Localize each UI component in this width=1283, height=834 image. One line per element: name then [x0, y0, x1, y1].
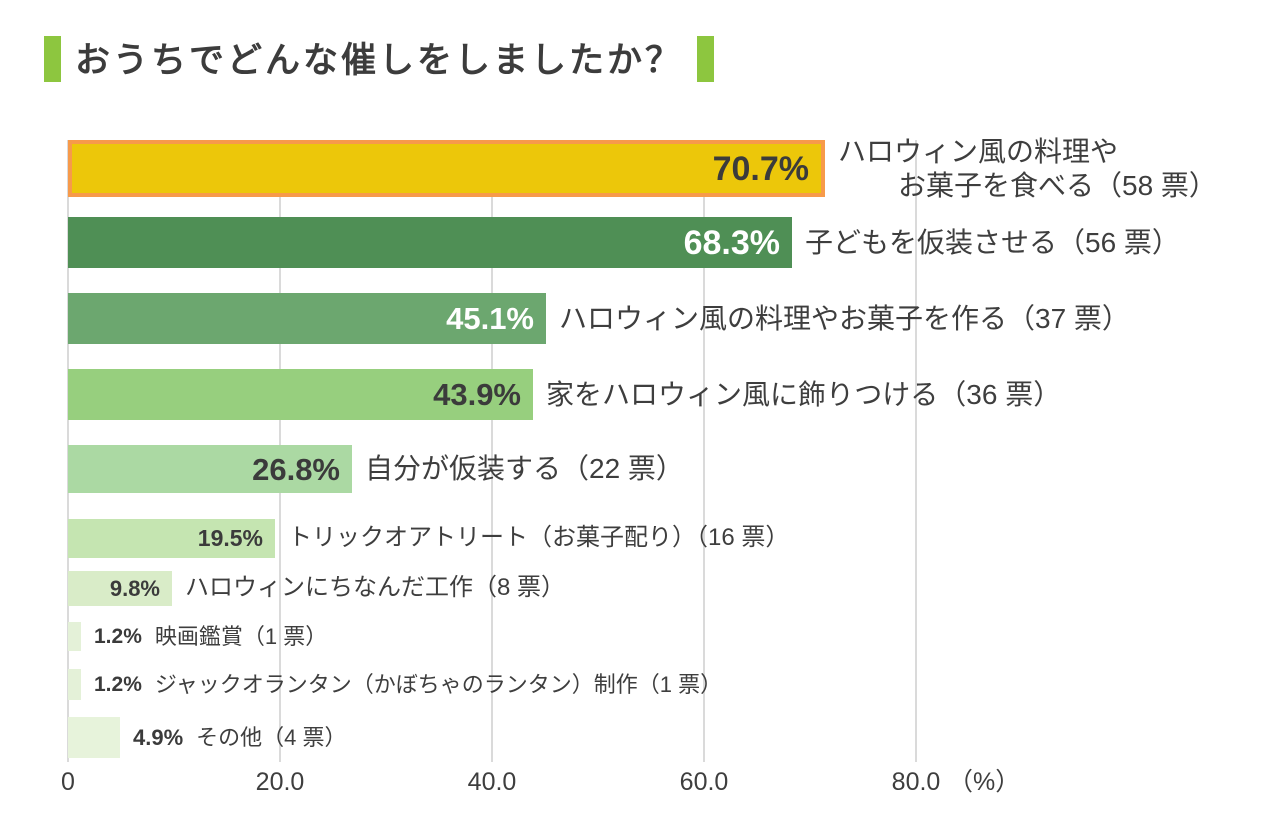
x-axis-unit-label: （%） [948, 768, 1021, 796]
bar-row: 4.9% その他（4 票） [68, 717, 347, 758]
x-axis-tick-label: 20.0 [255, 768, 305, 796]
bar-category-label: 家をハロウィン風に飾りつける（36 票） [546, 378, 1061, 411]
bar-category-label-line: 家をハロウィン風に飾りつける（36 票） [546, 378, 1062, 410]
bar-percent-label: 43.9% [433, 377, 521, 412]
bar-row: 43.9% 家をハロウィン風に飾りつける（36 票） [68, 369, 1061, 420]
bar-row: 45.1% ハロウィン風の料理やお菓子を作る（37 票） [68, 293, 1130, 344]
bar-row: 9.8% ハロウィンにちなんだ工作（8 票） [68, 571, 565, 606]
x-axis-tick-label: 60.0 [679, 768, 729, 796]
bar-category-label-line: ハロウィン風の料理や [838, 136, 1119, 168]
bar-category-label: ジャックオランタン（かぼちゃのランタン）制作（1 票） [155, 672, 722, 698]
bar-row: 26.8% 自分が仮装する（22 票） [68, 445, 684, 493]
bar: 70.7% [68, 140, 825, 197]
x-axis-tick-label: 80.0 [891, 768, 941, 796]
bar-row: 1.2% ジャックオランタン（かぼちゃのランタン）制作（1 票） [68, 669, 722, 700]
bar-row: 1.2% 映画鑑賞（1 票） [68, 622, 327, 651]
bar-category-label-line: ハロウィンにちなんだ工作（8 票） [185, 574, 566, 602]
bar-percent-label: 45.1% [446, 301, 534, 336]
title-accent-left [44, 36, 61, 82]
gridline [703, 140, 705, 762]
bar-category-label: 映画鑑賞（1 票） [155, 624, 327, 650]
bar-category-label-line: 子どもを仮装させる（56 票） [805, 226, 1180, 258]
bar: 19.5% [68, 519, 275, 558]
bar [68, 622, 81, 651]
bar-category-label: ハロウィン風の料理やお菓子を作る（37 票） [559, 302, 1130, 335]
bar-category-label-line: 映画鑑賞（1 票） [154, 623, 328, 649]
x-axis-tick-label: 0 [61, 768, 75, 796]
bar: 9.8% [68, 571, 172, 606]
chart-title-row: おうちでどんな催しをしましたか？ [44, 36, 715, 82]
bar-percent-label: 70.7% [712, 149, 809, 188]
bar: 45.1% [68, 293, 546, 344]
bar: 26.8% [68, 445, 352, 493]
bar-percent-label: 68.3% [683, 223, 780, 262]
bar [68, 717, 120, 758]
bar: 68.3% [68, 217, 792, 268]
bar-category-label-line: その他（4 票） [196, 724, 347, 750]
bar [68, 669, 81, 700]
bar-category-label-line: 自分が仮装する（22 票） [365, 453, 684, 485]
gridline [491, 140, 493, 762]
bar-category-label-line: お菓子を食べる（58 票） [898, 169, 1217, 201]
bar-row: 70.7% ハロウィン風の料理や お菓子を食べる（58 票） [68, 136, 1217, 201]
bar-row: 68.3% 子どもを仮装させる（56 票） [68, 217, 1180, 268]
bar-percent-label: 9.8% [109, 575, 160, 601]
bar-percent-label: 26.8% [252, 451, 340, 487]
bar-percent-label: 1.2% [94, 625, 142, 648]
x-axis-tick-label: 40.0 [467, 768, 517, 796]
bar-percent-label: 4.9% [133, 724, 184, 750]
bar-category-label: ハロウィン風の料理や お菓子を食べる（58 票） [838, 135, 1217, 201]
bar-category-label: 自分が仮装する（22 票） [365, 452, 684, 485]
bar: 43.9% [68, 369, 533, 420]
bar-percent-label: 1.2% [94, 673, 142, 696]
bar-category-label: 子どもを仮装させる（56 票） [805, 226, 1180, 259]
bar-category-label-line: ハロウィン風の料理やお菓子を作る（37 票） [559, 302, 1130, 334]
bar-percent-label: 19.5% [197, 525, 263, 551]
bar-category-label: その他（4 票） [196, 725, 346, 751]
bar-category-label-line: ジャックオランタン（かぼちゃのランタン）制作（1 票） [154, 671, 723, 697]
bar-category-label: ハロウィンにちなんだ工作（8 票） [185, 574, 565, 602]
bar-category-label: トリックオアトリート（お菓子配り）（16 票） [288, 524, 789, 552]
title-accent-right [697, 36, 715, 82]
bar-category-label-line: トリックオアトリート（お菓子配り）（16 票） [288, 524, 790, 552]
gridline [915, 140, 917, 762]
bar-row: 19.5% トリックオアトリート（お菓子配り）（16 票） [68, 519, 789, 558]
page-title: おうちでどんな催しをしましたか？ [75, 40, 684, 80]
